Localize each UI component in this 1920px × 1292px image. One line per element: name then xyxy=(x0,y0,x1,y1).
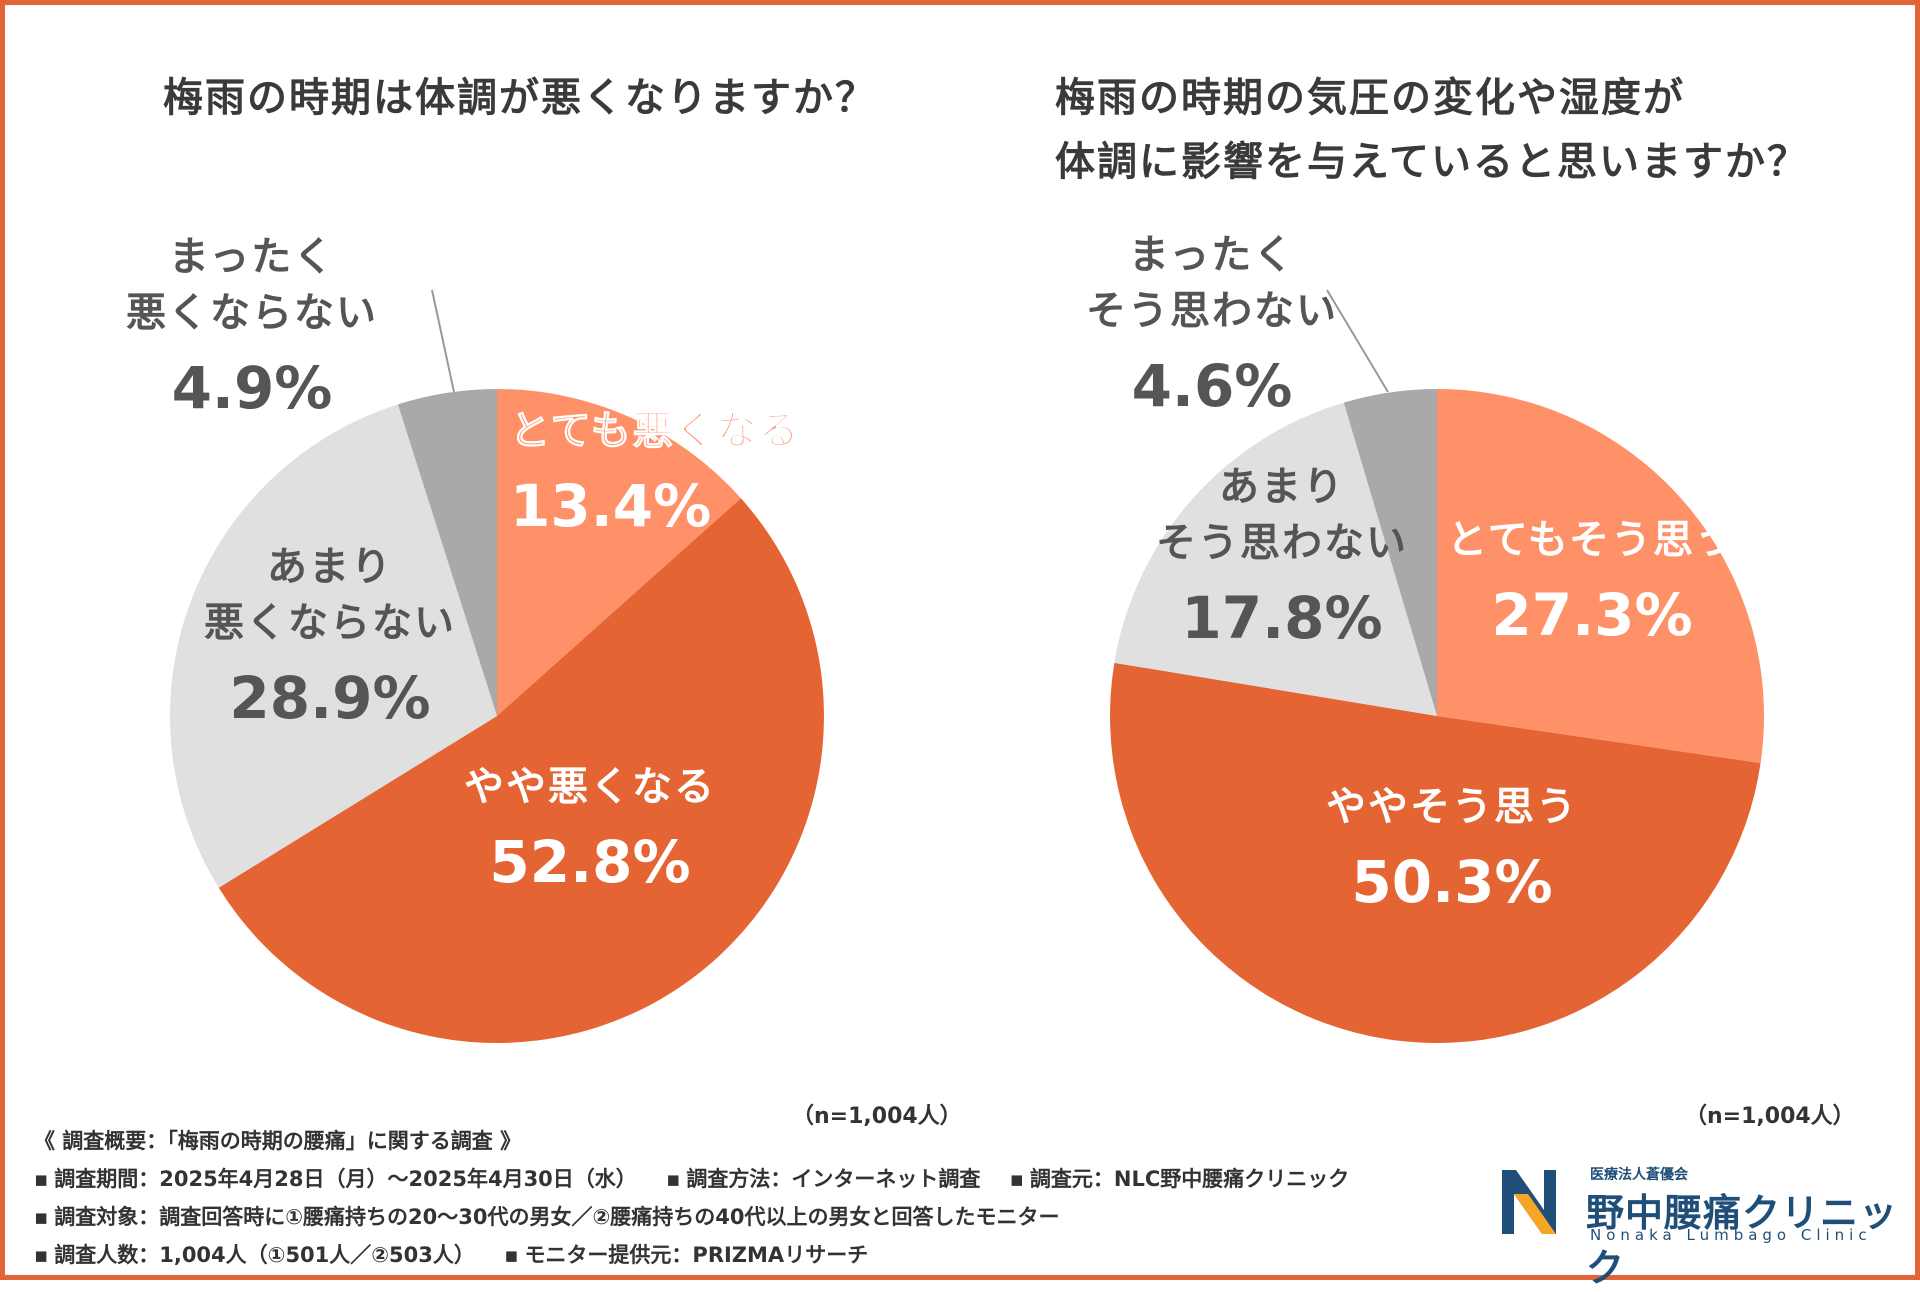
bullet-icon: ▪ xyxy=(34,1205,49,1229)
chart-2-title: 梅雨の時期の気圧の変化や湿度が 体調に影響を与えていると思いますか？ xyxy=(1055,66,1809,194)
pie-1-pct-3: 28.9% xyxy=(229,664,430,732)
survey-count: 調査人数：1,004人（①501人／②503人） xyxy=(54,1243,475,1267)
pie-1-label-2-line-1: やや悪くなる xyxy=(464,764,716,810)
pie-2-label-2-line-1: ややそう思う xyxy=(1326,784,1578,830)
pie-1-label-3-line-2: 悪くならない xyxy=(204,600,456,646)
pie-1-pct-1: 13.4% xyxy=(510,472,711,540)
survey-period: 調査期間：2025年4月28日（月）～2025年4月30日（水） xyxy=(54,1167,637,1191)
survey-method: 調査方法：インターネット調査 xyxy=(686,1167,981,1191)
survey-line-1: ▪ 調査期間：2025年4月28日（月）～2025年4月30日（水） ▪ 調査方法：… xyxy=(34,1160,1349,1198)
pie-2-slice-2 xyxy=(1110,662,1761,1043)
survey-line-2: ▪ 調査対象：調査回答時に①腰痛持ちの20～30代の男女／②腰痛持ちの40代以上の… xyxy=(34,1198,1349,1236)
pie-1-slice-1 xyxy=(497,389,741,716)
chart-2-sample-size: （n=1,004人） xyxy=(1685,1104,1855,1129)
pie-2-label-3-line-1: あまり xyxy=(1219,464,1345,510)
clinic-logo-mark-icon xyxy=(1498,1164,1560,1240)
bullet-icon: ▪ xyxy=(504,1243,519,1267)
pie-2-label-4-line-2: そう思わない xyxy=(1086,288,1338,334)
pie-1 xyxy=(169,389,824,1043)
pie-2-label-4-line-1: まったく xyxy=(1129,232,1295,278)
pie-1-slice-3 xyxy=(169,404,498,888)
chart-1-title: 梅雨の時期は体調が悪くなりますか？ xyxy=(163,75,877,121)
clinic-logo: 医療法人蒼優会 野中腰痛クリニック Nonaka Lumbago Clinic xyxy=(1498,1160,1898,1290)
bullet-icon: ▪ xyxy=(1009,1167,1024,1191)
survey-line-3: ▪ 調査人数：1,004人（①501人／②503人） ▪ モニター提供元：PRIZM… xyxy=(34,1236,1349,1274)
bullet-icon: ▪ xyxy=(34,1243,49,1267)
pie-2-leader-line-4 xyxy=(1326,289,1389,393)
pie-1-label-3-line-1: あまり xyxy=(267,544,393,590)
pie-2-slice-4 xyxy=(1343,389,1437,716)
pie-2-pct-1: 27.3% xyxy=(1491,581,1692,649)
pie-2-pct-2: 50.3% xyxy=(1351,848,1552,916)
pie-1-label-1-line-1: とても悪くなる xyxy=(510,408,801,454)
pie-1-slice-2 xyxy=(218,498,824,1043)
pie-1-pct-2: 52.8% xyxy=(489,828,690,896)
chart-2-title-line-1: 梅雨の時期の気圧の変化や湿度が xyxy=(1055,75,1685,121)
chart-2-title-line-2: 体調に影響を与えていると思いますか？ xyxy=(1055,139,1809,185)
logo-corporation: 医療法人蒼優会 xyxy=(1590,1167,1688,1183)
pie-1-slice-4 xyxy=(397,389,497,716)
pie-2-pct-4: 4.6% xyxy=(1132,352,1293,420)
logo-clinic-name: 野中腰痛クリニック xyxy=(1586,1191,1899,1290)
pie-2-label-3-line-2: そう思わない xyxy=(1156,520,1408,566)
pie-1-pct-4: 4.9% xyxy=(172,354,333,422)
survey-provider: モニター提供元：PRIZMAリサーチ xyxy=(524,1243,869,1267)
pie-2-pct-3: 17.8% xyxy=(1181,584,1382,652)
survey-summary: 《 調査概要：「梅雨の時期の腰痛」に関する調査 》 ▪ 調査期間：2025年4月2… xyxy=(34,1122,1349,1274)
pie-2-slice-3 xyxy=(1114,402,1437,716)
bullet-icon: ▪ xyxy=(666,1167,681,1191)
logo-clinic-english: Nonaka Lumbago Clinic xyxy=(1590,1226,1872,1244)
pie-1-label-4-line-2: 悪くならない xyxy=(126,290,378,336)
chart-1-sample-size: （n=1,004人） xyxy=(792,1104,962,1129)
survey-source: 調査元：NLC野中腰痛クリニック xyxy=(1029,1167,1350,1191)
bullet-icon: ▪ xyxy=(34,1167,49,1191)
survey-heading: 《 調査概要：「梅雨の時期の腰痛」に関する調査 》 xyxy=(34,1129,522,1153)
pie-2-label-1-line-1: とてもそう思う xyxy=(1447,517,1737,563)
pie-2-slice-1 xyxy=(1437,389,1765,764)
pie-1-label-4-line-1: まったく xyxy=(169,234,335,280)
survey-target: 調査対象：調査回答時に①腰痛持ちの20～30代の男女／②腰痛持ちの40代以上の男… xyxy=(54,1205,1060,1229)
pie-2 xyxy=(1110,389,1765,1043)
pie-1-leader-line-4 xyxy=(431,289,455,393)
